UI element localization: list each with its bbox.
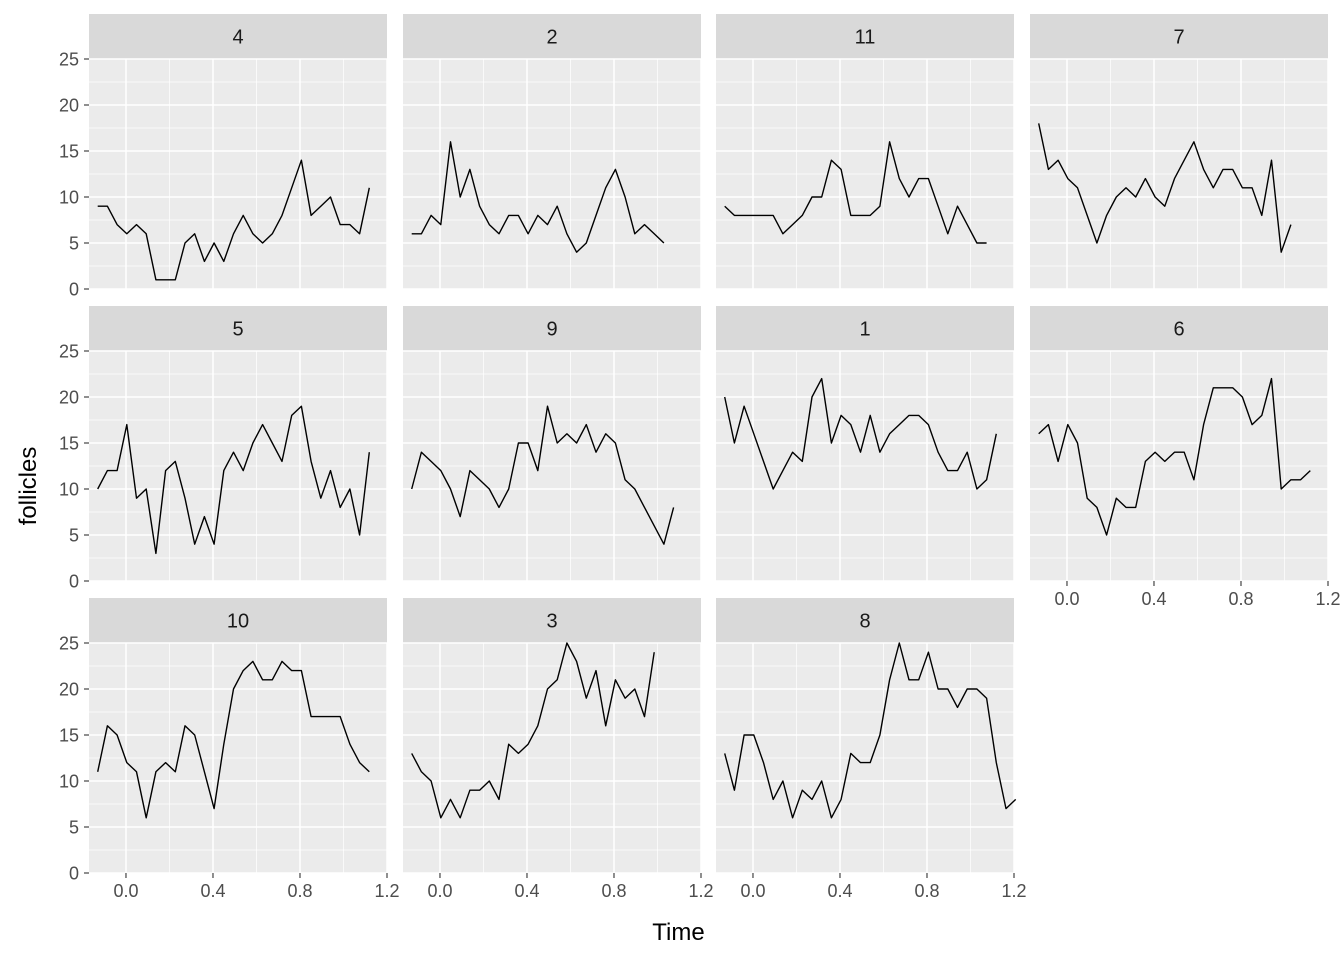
- x-tick-label: 0.4: [514, 881, 539, 901]
- y-tick-label: 25: [59, 342, 79, 362]
- series-line-2: [411, 141, 665, 253]
- panel-strip: [403, 598, 701, 643]
- panel-strip: [1030, 306, 1328, 351]
- series-line-4: [97, 159, 370, 281]
- y-tick-label: 10: [59, 480, 79, 500]
- y-tick-label: 15: [59, 142, 79, 162]
- panel-strip-label: 6: [1173, 319, 1184, 341]
- panel-strip: [89, 14, 387, 59]
- y-tick-label: 10: [59, 188, 79, 208]
- panel-9: 9: [403, 306, 702, 582]
- panel-8: 8 0.0 0.4 0.8 1.2: [716, 598, 1027, 901]
- series-line-1: [724, 377, 997, 490]
- x-tick-label: 1.2: [1315, 589, 1340, 609]
- x-tick-label: 0.8: [601, 881, 626, 901]
- panel-strip-label: 8: [859, 611, 870, 633]
- panel-strip-label: 5: [232, 319, 243, 341]
- panel-strip-label: 10: [227, 611, 249, 633]
- panel-11: 11: [716, 14, 1015, 290]
- panel-strip-label: 11: [855, 27, 876, 49]
- y-tick-label: 5: [69, 234, 79, 254]
- y-tick-label: 15: [59, 434, 79, 454]
- panel-1: 1: [716, 306, 1015, 582]
- panel-strip-label: 9: [546, 319, 557, 341]
- x-tick-label: 0.4: [827, 881, 852, 901]
- series-line-10: [97, 660, 370, 819]
- panel-7: 7: [1030, 14, 1329, 290]
- x-tick-label: 0.8: [914, 881, 939, 901]
- panel-4: 4 0 5 10 15 20 25: [59, 14, 388, 300]
- y-tick-label: 20: [59, 388, 79, 408]
- series-line-9: [411, 405, 675, 545]
- panel-strip-label: 7: [1173, 27, 1184, 49]
- panel-strip: [403, 14, 701, 59]
- panel-6: 6 0.0 0.4 0.8 1.2: [1030, 306, 1341, 609]
- y-tick-label: 25: [59, 634, 79, 654]
- x-tick-label: 0.4: [200, 881, 225, 901]
- y-tick-label: 20: [59, 96, 79, 116]
- x-tick-label: 0.0: [1054, 589, 1079, 609]
- panel-strip: [89, 306, 387, 351]
- panel-10: 10 0 5 10 15 20 25 0.0 0.4 0.8 1.2: [59, 598, 400, 901]
- panel-2: 2: [403, 14, 702, 290]
- y-tick-label: 25: [59, 50, 79, 70]
- y-tick-label: 5: [69, 818, 79, 838]
- panel-strip: [716, 14, 1014, 59]
- y-tick-label: 10: [59, 772, 79, 792]
- panel-3: 3 0.0 0.4 0.8 1.2: [403, 598, 714, 901]
- x-axis-title: Time: [652, 919, 704, 946]
- panel-strip: [89, 598, 387, 643]
- series-line-5: [97, 405, 370, 555]
- y-tick-label: 15: [59, 726, 79, 746]
- x-tick-label: 0.0: [427, 881, 452, 901]
- x-tick-label: 1.2: [1001, 881, 1026, 901]
- y-tick-label: 20: [59, 680, 79, 700]
- panel-strip: [1030, 14, 1328, 59]
- panel-strip-label: 2: [546, 27, 557, 49]
- series-line-7: [1038, 123, 1292, 253]
- x-tick-label: 0.8: [287, 881, 312, 901]
- y-tick-label: 5: [69, 526, 79, 546]
- x-tick-label: 0.0: [113, 881, 138, 901]
- panel-strip: [716, 306, 1014, 351]
- panel-strip: [716, 598, 1014, 643]
- x-tick-label: 1.2: [374, 881, 399, 901]
- y-axis-title: follicles: [15, 447, 42, 526]
- series-line-3: [411, 642, 655, 819]
- series-line-6: [1038, 377, 1311, 536]
- panel-strip: [403, 306, 701, 351]
- panel-strip-label: 3: [546, 611, 557, 633]
- y-tick-label: 0: [69, 572, 79, 592]
- panel-5: 5 0 5 10 15 20 25: [59, 306, 388, 592]
- series-line-11: [724, 141, 987, 244]
- panel-strip-label: 4: [232, 27, 243, 49]
- y-tick-label: 0: [69, 864, 79, 884]
- x-tick-label: 1.2: [688, 881, 713, 901]
- x-tick-label: 0.0: [740, 881, 765, 901]
- x-tick-label: 0.8: [1228, 589, 1253, 609]
- y-tick-label: 0: [69, 280, 79, 300]
- x-tick-label: 0.4: [1141, 589, 1166, 609]
- series-line-8: [724, 642, 1017, 819]
- panel-strip-label: 1: [859, 319, 870, 341]
